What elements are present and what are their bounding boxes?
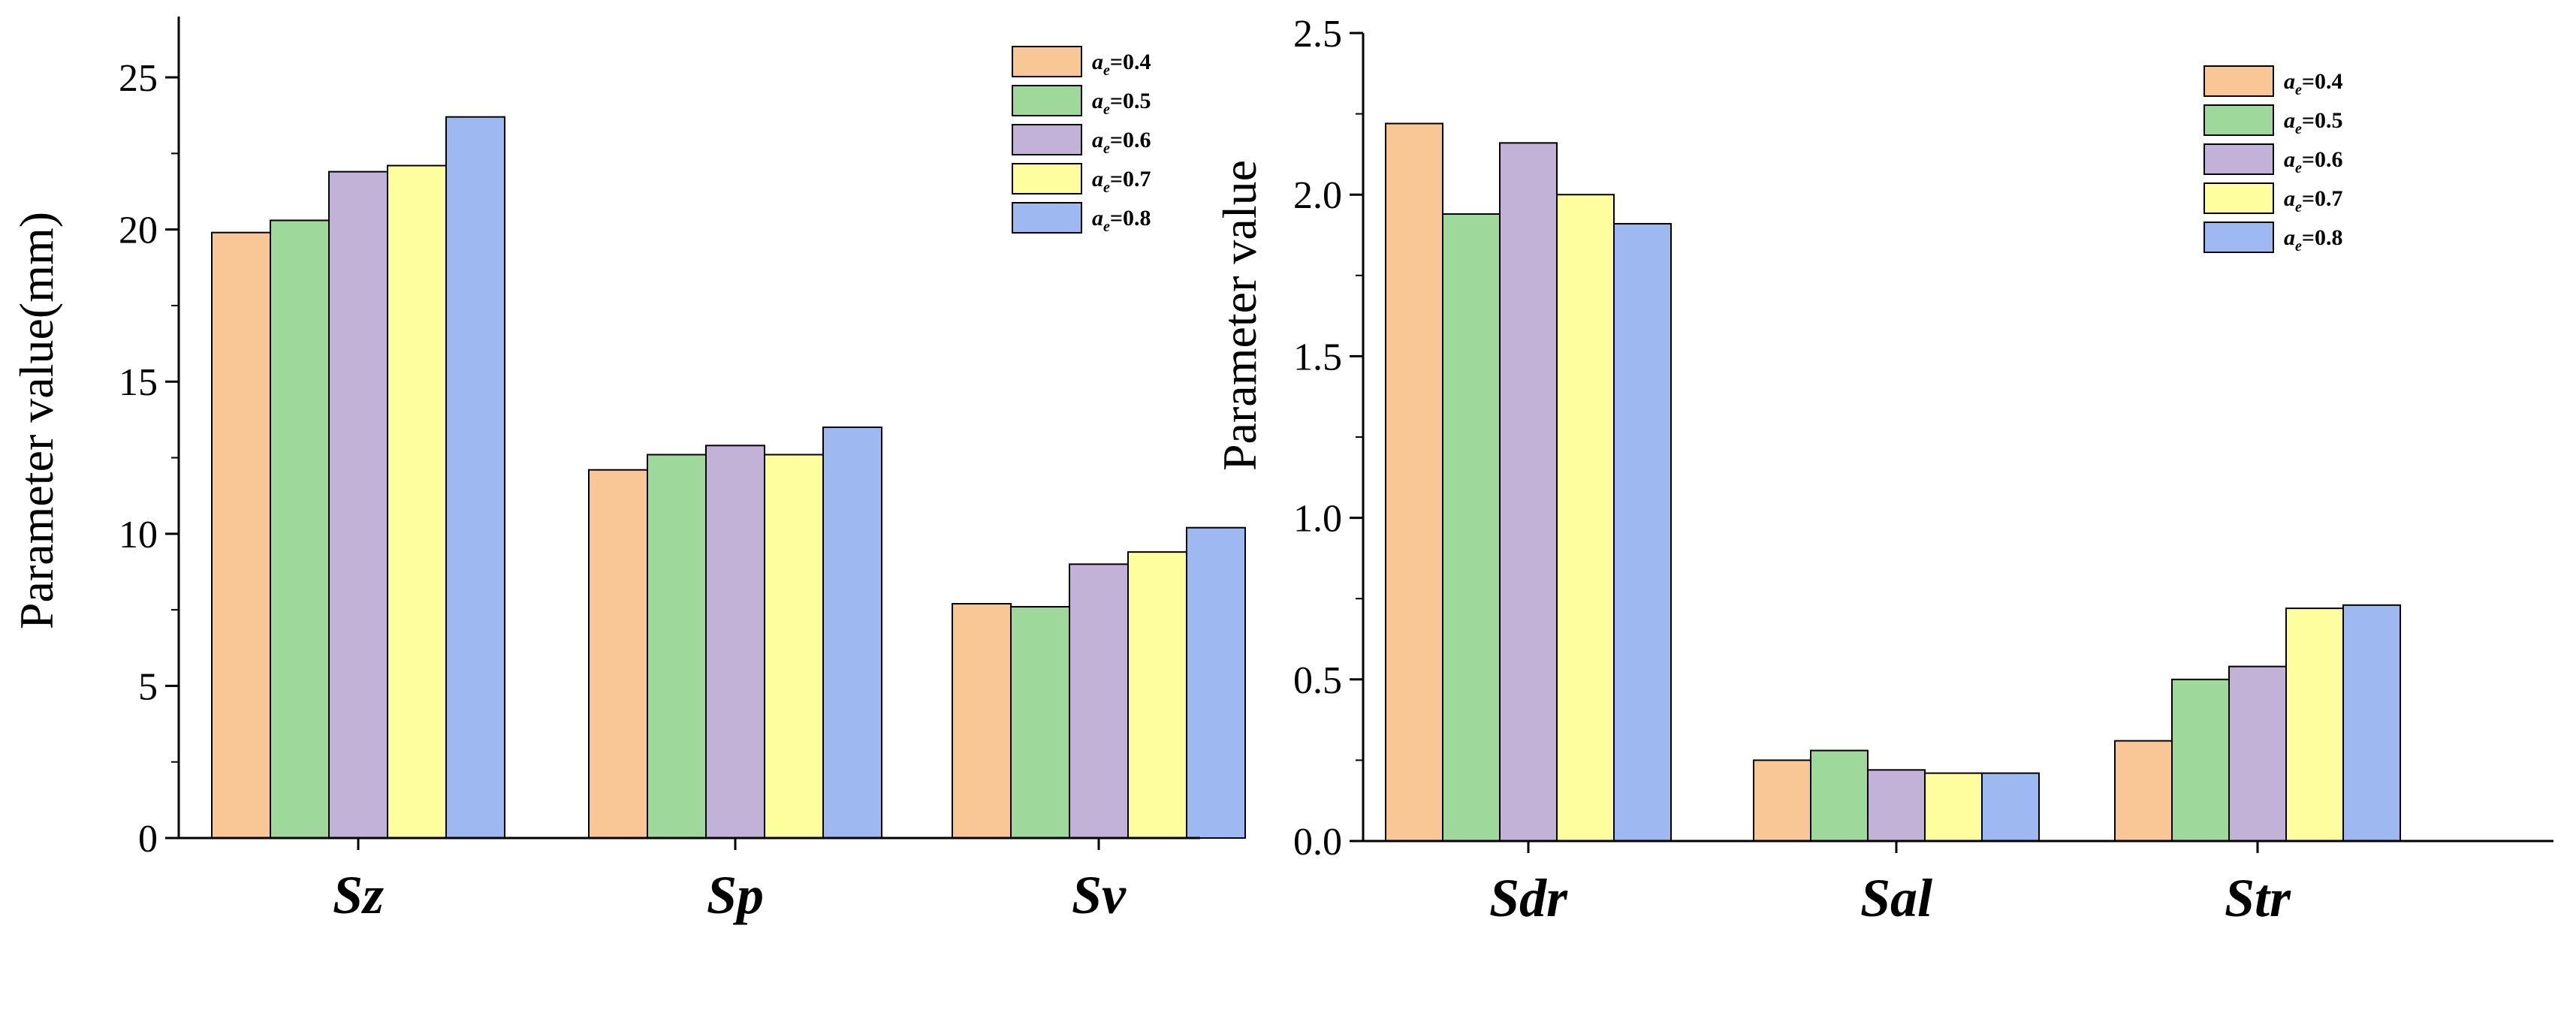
bar-sdr-5 [1613,222,1672,843]
legend-swatch [1012,163,1082,194]
bar-sz-2 [270,219,330,839]
y-axis-title: Parameter value [1213,160,1266,471]
legend-label: ae=0.4 [2284,69,2343,98]
legend-swatch [1012,46,1082,77]
y-tick-label: 15 [119,361,158,404]
y-tick-label: 25 [119,57,158,100]
bar-sv-5 [1186,526,1246,839]
y-tick-label: 0.0 [1293,821,1342,864]
x-category-label: Sal [1860,868,1932,928]
x-category-label: Sdr [1489,868,1568,928]
legend-label: ae=0.5 [2284,108,2343,137]
bar-sal-5 [1981,772,2040,842]
bar-sp-3 [705,445,765,839]
bar-sp-4 [764,454,824,839]
bar-sz-1 [211,231,271,840]
x-category-label: Sv [1072,865,1127,925]
x-category-label: Sz [333,865,384,925]
bar-sal-4 [1924,772,1983,842]
legend-label: ae=0.7 [2284,186,2343,216]
bar-sp-2 [647,454,707,839]
bar-str-1 [2114,740,2173,842]
bar-sdr-3 [1499,142,1558,842]
y-tick-label: 20 [119,210,158,252]
chart-1: 0 5 10 15 20 25 Sz Sp Sv Parameter value(mm) ae=0.… [10,17,1246,925]
legend-label: ae=0.5 [1092,89,1151,118]
legend-label: ae=0.7 [1092,167,1151,196]
y-tick-label: 2.5 [1293,13,1342,56]
chart-2: 0.0 0.5 1.0 1.5 2.0 2.5 Sdr Sal Str Parameter val… [1213,13,2553,928]
bar-sdr-2 [1442,213,1501,842]
y-tick-label: 10 [119,514,158,556]
bar-sdr-4 [1556,194,1615,842]
bar-str-5 [2342,604,2401,842]
x-category-label: Sp [707,865,764,925]
bar-sz-5 [445,116,505,839]
bar-str-3 [2228,665,2287,842]
legend-label: ae=0.6 [2284,147,2343,176]
legend-label: ae=0.6 [1092,128,1151,157]
bar-sp-5 [822,427,882,839]
legend: ae=0.4 ae=0.5 ae=0.6 ae=0.7 ae=0.8 [2203,65,2343,255]
bar-str-2 [2171,678,2230,842]
y-tick-label: 1.0 [1293,498,1342,541]
bar-sdr-1 [1385,122,1443,842]
legend-swatch [2203,182,2274,214]
y-tick-label: 0.5 [1293,659,1342,702]
bar-sv-4 [1127,551,1187,839]
legend-swatch [2203,65,2274,97]
bar-sv-1 [952,603,1012,839]
legend-label: ae=0.4 [1092,50,1151,79]
bar-sv-3 [1069,563,1129,839]
y-tick-label: 0 [138,818,158,861]
legend-label: ae=0.8 [1092,206,1151,235]
bar-str-4 [2285,607,2344,842]
legend-swatch [2203,104,2274,136]
y-tick-label: 5 [138,665,158,708]
legend-swatch [2203,222,2274,253]
legend: ae=0.4 ae=0.5 ae=0.6 ae=0.7 ae=0.8 [1012,46,1151,235]
legend-swatch [1012,124,1082,155]
legend-swatch [2203,143,2274,175]
bar-sal-1 [1753,759,1811,843]
y-axis-title: Parameter value(mm) [10,212,63,629]
y-tick-label: 2.0 [1293,174,1342,217]
legend-label: ae=0.8 [2284,225,2343,255]
bar-sal-2 [1810,749,1869,842]
x-category-label: Str [2225,868,2291,928]
bar-sz-3 [328,170,388,839]
legend-swatch [1012,85,1082,116]
bar-sz-4 [387,164,447,840]
bar-sv-2 [1010,606,1070,839]
legend-swatch [1012,202,1082,234]
y-tick-label: 1.5 [1293,336,1342,378]
bar-sp-1 [588,469,648,840]
bar-sal-3 [1867,769,1926,843]
